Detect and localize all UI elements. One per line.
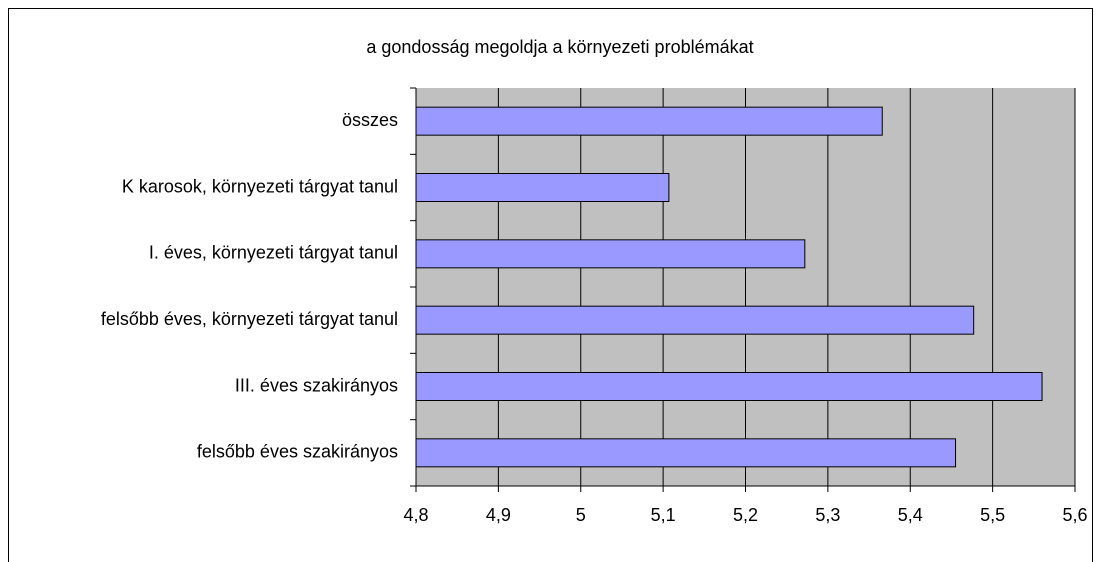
chart-title: a gondosság megoldja a környezeti problé…	[366, 37, 753, 57]
x-tick-label: 4,9	[486, 505, 511, 525]
x-tick-label: 4,8	[403, 505, 428, 525]
x-tick-label: 5,3	[815, 505, 840, 525]
x-tick-label: 5,1	[651, 505, 676, 525]
x-tick-label: 5,4	[898, 505, 923, 525]
y-tick-label: felsőbb éves, környezeti tárgyat tanul	[101, 309, 398, 329]
bar	[415, 106, 883, 136]
y-tick-label: III. éves szakirányos	[235, 375, 398, 395]
y-tick-label: K karosok, környezeti tárgyat tanul	[122, 176, 398, 196]
bar	[415, 438, 957, 468]
bar	[415, 305, 975, 335]
bar	[415, 239, 806, 269]
bar	[415, 372, 1043, 401]
x-tick-label: 5,6	[1062, 505, 1087, 525]
y-tick-label: I. éves, környezeti tárgyat tanul	[149, 243, 398, 263]
x-tick-label: 5,2	[733, 505, 758, 525]
y-tick-label: összes	[342, 110, 398, 130]
x-tick-label: 5	[576, 505, 586, 525]
bar	[415, 173, 670, 202]
x-tick-label: 5,5	[980, 505, 1005, 525]
y-tick-label: felsőbb éves szakirányos	[197, 442, 398, 462]
chart-border	[8, 8, 1093, 562]
